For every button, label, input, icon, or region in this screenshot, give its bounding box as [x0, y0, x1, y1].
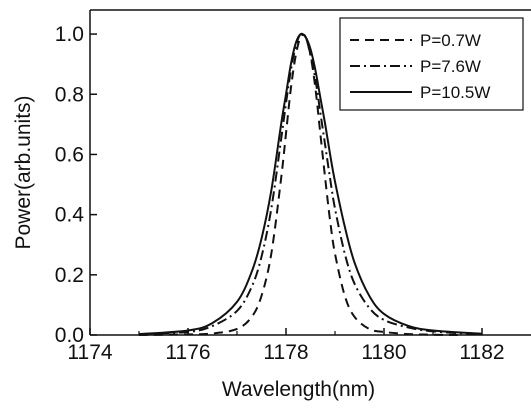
series-line-1: [138, 33, 458, 336]
legend-box: [339, 17, 524, 111]
y-axis-ticks: 0.0 0.2 0.4 0.6 0.8 1.0: [55, 23, 97, 347]
x-tick-label: 1178: [263, 341, 308, 364]
y-tick-label: 0.4: [55, 204, 85, 227]
x-tick-label: 1182: [459, 341, 504, 364]
series-line-3: [138, 32, 483, 336]
x-tick-label: 1174: [67, 341, 112, 364]
x-tick-label: 1176: [165, 341, 210, 364]
y-tick-label: 0.0: [55, 324, 84, 347]
legend-label: P=10.5W: [420, 83, 490, 102]
x-axis-title: Wavelength(nm): [222, 378, 375, 401]
y-axis-title: Power(arb.units): [12, 95, 35, 249]
legend-label: P=7.6W: [420, 57, 481, 76]
y-tick-label: 0.8: [55, 83, 84, 106]
y-tick-label: 0.6: [55, 143, 84, 166]
y-tick-label: 0.2: [55, 264, 84, 287]
legend-label: P=0.7W: [420, 31, 481, 50]
legend: P=0.7W P=7.6W P=10.5W: [339, 17, 524, 111]
series-lines: [138, 32, 483, 336]
y-tick-label: 1.0: [55, 23, 84, 46]
x-axis-ticks: 1174 1176 1178 1180 1182: [67, 328, 505, 364]
x-tick-label: 1180: [361, 341, 406, 364]
